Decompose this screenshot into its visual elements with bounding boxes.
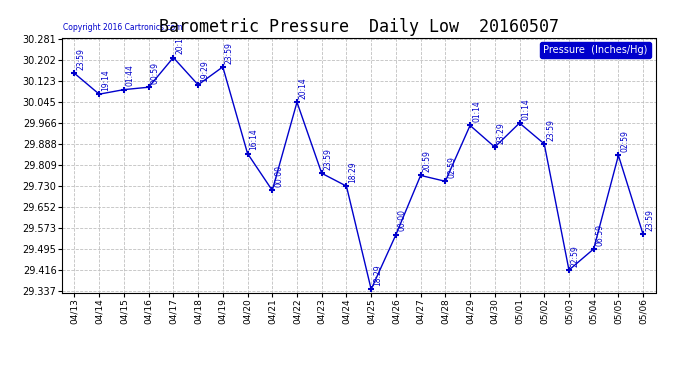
Text: 19:14: 19:14 (101, 69, 110, 91)
Legend: Pressure  (Inches/Hg): Pressure (Inches/Hg) (540, 42, 651, 58)
Text: 20:14: 20:14 (299, 77, 308, 99)
Text: 23:29: 23:29 (497, 122, 506, 144)
Text: 00:00: 00:00 (274, 165, 283, 187)
Text: 23:59: 23:59 (77, 48, 86, 70)
Text: 06:59: 06:59 (595, 224, 604, 246)
Text: 23:59: 23:59 (225, 42, 234, 64)
Text: 18:29: 18:29 (373, 264, 382, 286)
Text: 19:29: 19:29 (200, 60, 209, 81)
Text: Copyright 2016 Cartronics.com: Copyright 2016 Cartronics.com (63, 24, 182, 33)
Text: 20:1: 20:1 (175, 38, 184, 54)
Text: 00:00: 00:00 (398, 210, 407, 231)
Text: 01:14: 01:14 (522, 98, 531, 120)
Text: 02:59: 02:59 (447, 156, 456, 178)
Text: 02:59: 02:59 (620, 130, 629, 152)
Text: 00:59: 00:59 (150, 62, 159, 84)
Text: 01:44: 01:44 (126, 64, 135, 86)
Text: 16:14: 16:14 (250, 129, 259, 150)
Text: 22:59: 22:59 (571, 245, 580, 267)
Text: 01:14: 01:14 (472, 100, 481, 122)
Text: 23:59: 23:59 (324, 148, 333, 170)
Text: 23:59: 23:59 (546, 119, 555, 141)
Text: 23:59: 23:59 (645, 209, 654, 231)
Title: Barometric Pressure  Daily Low  20160507: Barometric Pressure Daily Low 20160507 (159, 18, 559, 36)
Text: 18:29: 18:29 (348, 161, 357, 183)
Text: 20:59: 20:59 (422, 150, 431, 172)
